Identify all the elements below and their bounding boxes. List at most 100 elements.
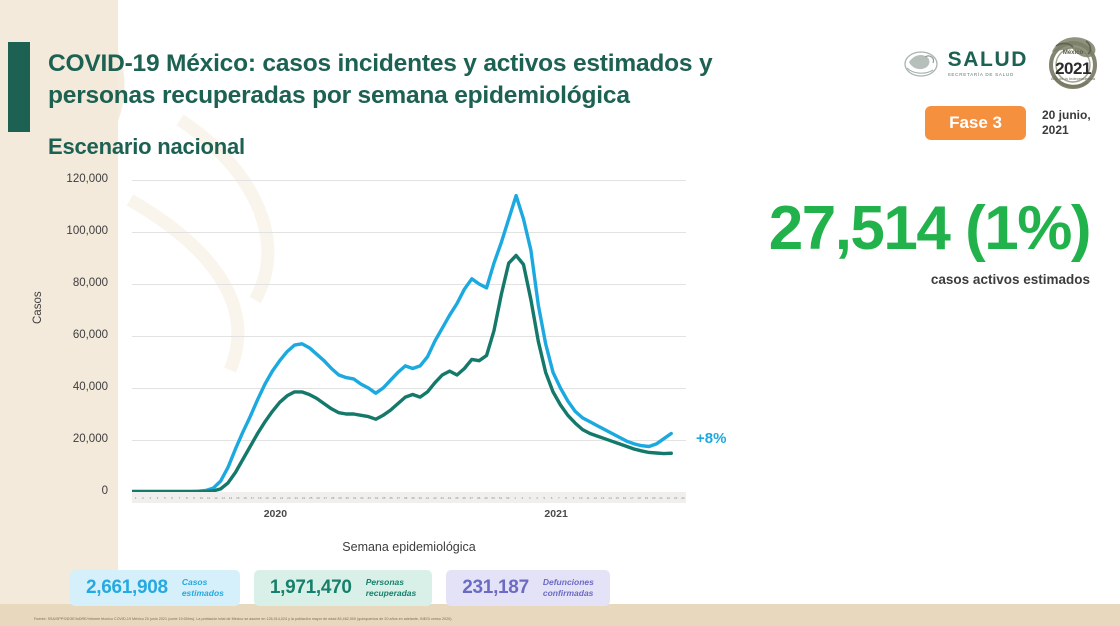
x-axis-title: Semana epidemiológica [342, 540, 476, 554]
x-tick-week: 1 [134, 495, 137, 500]
x-tick-week: 18 [637, 495, 641, 500]
x-tick-week: 28 [330, 495, 335, 500]
chart-plot-area [132, 180, 686, 493]
x-tick-week: 19 [644, 495, 649, 500]
x-tick-week: 47 [469, 495, 474, 500]
x-tick-week: 5 [163, 495, 166, 500]
x-tick-week: 44 [447, 495, 452, 500]
x-tick-week: 17 [630, 495, 634, 500]
phase-badge: Fase 3 [925, 106, 1026, 140]
footer-source-note: Fuente: SSA/SPPS/DGE/InDRE/Informe técni… [34, 616, 453, 621]
gridline [132, 284, 686, 285]
x-tick-week: 16 [622, 495, 627, 500]
year-label-2020: 2020 [263, 508, 288, 520]
eagle-emblem-icon [904, 51, 938, 77]
x-tick-week: 12 [593, 495, 598, 500]
x-tick-week: 22 [287, 495, 291, 500]
x-tick-week: 10 [579, 495, 583, 500]
y-tick-120000: 120,000 [66, 173, 108, 185]
x-tick-week: 27 [323, 495, 328, 500]
stat-box-personas-recuperadas: 1,971,470 Personas recuperadas [253, 570, 433, 607]
stat-value-defunciones: 231,187 [462, 577, 529, 599]
stat-box-defunciones-confirmadas: 231,187 Defunciones confirmadas [446, 570, 610, 607]
x-tick-week: 12 [214, 495, 218, 500]
x-tick-week: 50 [491, 495, 495, 500]
seal-mexico-label: México [1062, 50, 1084, 56]
x-tick-week: 7 [178, 495, 181, 500]
x-tick-week: 38 [403, 495, 408, 500]
x-tick-week: 39 [411, 495, 415, 500]
x-tick-week: 29 [338, 495, 342, 500]
page-title-line1: COVID-19 México: casos incidentes y acti… [48, 50, 713, 77]
epidemic-curve-chart: Casos 0 20,000 40,000 60,000 80,000 100,000 12… [32, 172, 726, 554]
stat-label-recuperadas-line1: Personas [365, 577, 404, 587]
y-tick-40000: 40,000 [72, 381, 108, 393]
x-axis-week-ticks: 1 2 3 4 5 6 7 8 9 10 11 12 13 14 15 16 17 18 19 20 21 22 23 24 2… [132, 492, 686, 503]
x-tick-week: 2 [142, 495, 144, 500]
x-tick-week: 14 [228, 495, 233, 500]
stat-label-defunciones-line2: confirmadas [542, 588, 594, 599]
x-tick-week: 30 [345, 495, 349, 500]
x-tick-week: 4 [156, 495, 159, 500]
x-tick-week: 16 [243, 495, 247, 500]
report-date: 20 junio, 2021 [1042, 108, 1104, 138]
gridline [132, 232, 686, 233]
stat-label-casos-line1: Casos [181, 577, 208, 587]
x-tick-week: 49 [484, 495, 488, 500]
x-tick-week: 20 [272, 495, 277, 500]
y-tick-100000: 100,000 [66, 225, 108, 237]
header-right-cluster: SALUD SECRETARÍA DE SALUD México 2021 Añ… [901, 30, 1104, 140]
chart-series-lines [132, 180, 686, 492]
active-cases-value: 27,514 (1%) [768, 194, 1092, 263]
x-tick-week: 8 [185, 495, 188, 500]
stat-label-casos-line2: estimados [181, 588, 224, 599]
series-line [132, 255, 671, 491]
x-tick-week: 34 [374, 495, 379, 500]
x-tick-week: 52 [506, 495, 510, 500]
x-tick-week: 11 [586, 495, 590, 500]
x-tick-week: 7 [558, 495, 560, 500]
x-tick-week: 26 [316, 495, 320, 500]
x-tick-week: 46 [462, 495, 466, 500]
gridline [132, 440, 686, 441]
x-tick-week: 36 [389, 495, 393, 500]
x-tick-week: 41 [425, 495, 430, 500]
summary-stat-boxes: 2,661,908 Casos estimados 1,971,470 Pers… [70, 570, 610, 607]
gridline [132, 180, 686, 181]
logos-row: SALUD SECRETARÍA DE SALUD México 2021 Añ… [901, 30, 1104, 96]
x-tick-week: 43 [440, 495, 444, 500]
page-title-line2: personas recuperadas por semana epidemio… [48, 81, 630, 109]
delta-annotation: +8% [696, 430, 727, 447]
x-tick-week: 22 [666, 495, 671, 500]
x-tick-week: 37 [396, 495, 401, 500]
stat-value-recuperadas: 1,971,470 [269, 577, 352, 599]
x-tick-week: 8 [565, 495, 568, 500]
x-tick-week: 2 [521, 495, 524, 500]
x-tick-week: 23 [673, 495, 678, 500]
x-tick-week: 9 [572, 495, 575, 500]
x-tick-week: 3 [149, 495, 152, 500]
x-tick-week: 42 [433, 495, 437, 500]
x-tick-week: 24 [681, 495, 685, 500]
x-tick-week: 25 [309, 495, 313, 500]
y-tick-0: 0 [101, 485, 108, 497]
mexico-2021-seal: México 2021 Año de la Independencia [1042, 32, 1104, 94]
title-accent-bar [8, 42, 30, 132]
salud-subtitle: SECRETARÍA DE SALUD [947, 71, 1014, 77]
x-tick-week: 31 [352, 495, 357, 500]
stat-label-defunciones: Defunciones confirmadas [543, 577, 594, 599]
x-tick-week: 14 [608, 495, 612, 500]
stat-label-recuperadas-line2: recuperadas [365, 588, 417, 599]
x-tick-week: 45 [454, 495, 459, 500]
x-tick-week: 17 [250, 495, 255, 500]
seal-graphic-icon [1049, 37, 1097, 89]
y-tick-80000: 80,000 [72, 277, 108, 289]
series-line [132, 196, 671, 492]
x-tick-week: 3 [528, 495, 531, 500]
x-tick-week: 20 [652, 495, 656, 500]
x-tick-week: 19 [265, 495, 269, 500]
x-tick-week: 40 [418, 495, 422, 500]
active-cases-stat: 27,514 (1%) casos activos estimados [768, 194, 1092, 288]
gridline [132, 388, 686, 389]
salud-logo: SALUD SECRETARÍA DE SALUD [901, 46, 1028, 80]
